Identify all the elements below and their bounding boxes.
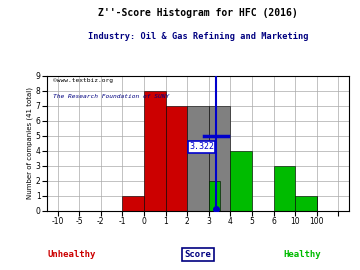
Bar <box>230 151 252 211</box>
Bar <box>295 195 317 211</box>
Bar <box>274 166 295 211</box>
Text: The Research Foundation of SUNY: The Research Foundation of SUNY <box>53 94 169 100</box>
Text: Industry: Oil & Gas Refining and Marketing: Industry: Oil & Gas Refining and Marketi… <box>88 32 308 41</box>
Bar <box>187 106 209 211</box>
Bar <box>166 106 187 211</box>
Bar <box>144 91 166 211</box>
Text: 3.322: 3.322 <box>189 142 214 151</box>
Text: ©www.textbiz.org: ©www.textbiz.org <box>53 78 113 83</box>
Bar <box>209 106 230 211</box>
Bar <box>122 195 144 211</box>
Text: Score: Score <box>185 250 211 259</box>
Y-axis label: Number of companies (41 total): Number of companies (41 total) <box>26 87 33 199</box>
Text: Healthy: Healthy <box>284 250 321 259</box>
Bar <box>209 181 220 211</box>
Text: Z''-Score Histogram for HFC (2016): Z''-Score Histogram for HFC (2016) <box>98 8 298 18</box>
Text: Unhealthy: Unhealthy <box>48 250 96 259</box>
